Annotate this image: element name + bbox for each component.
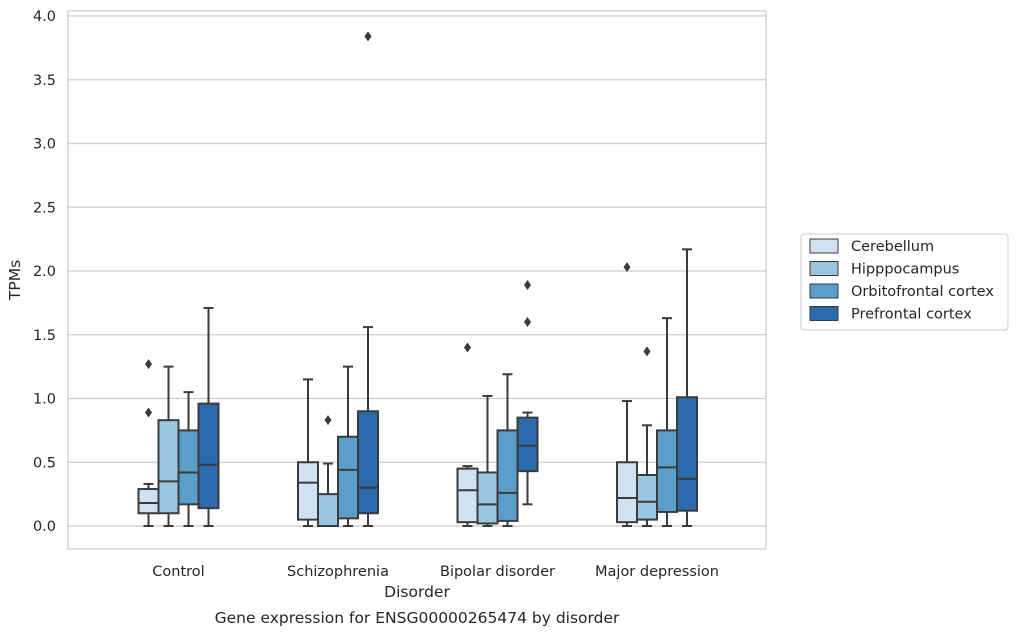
box-iqr <box>297 461 319 521</box>
box-iqr <box>337 435 359 520</box>
y-tick-label: 3.0 <box>33 137 56 153</box>
box-group <box>496 373 519 527</box>
outlier-point <box>145 407 152 418</box>
box-group <box>656 317 678 527</box>
x-tick-label: Major depression <box>595 564 719 580</box>
box-iqr <box>137 488 160 515</box>
box-iqr <box>157 419 180 515</box>
legend-swatch <box>809 306 839 321</box>
box-group <box>616 262 638 527</box>
box-group <box>197 306 220 527</box>
chart-caption: Gene expression for ENSG00000265474 by d… <box>215 609 620 627</box>
box-group <box>337 365 359 527</box>
outlier-point <box>524 280 531 291</box>
x-tick-label: Bipolar disorder <box>440 564 555 580</box>
box-group <box>636 346 658 527</box>
legend-swatch <box>809 238 839 254</box>
box-iqr <box>197 402 220 510</box>
boxes <box>137 31 698 527</box>
outlier-point <box>524 317 531 327</box>
y-tick-label: 1.0 <box>33 392 56 408</box>
box-iqr <box>496 429 519 522</box>
box-iqr <box>616 461 638 524</box>
box-iqr <box>636 474 658 521</box>
box-iqr <box>656 429 678 513</box>
outlier-point <box>324 415 332 426</box>
box-group <box>357 31 379 527</box>
box-group <box>137 359 160 527</box>
box-iqr <box>516 416 539 473</box>
box-group <box>297 378 319 527</box>
box-group <box>456 342 479 527</box>
legend-label: Cerebellum <box>851 239 934 255</box>
outlier-point <box>464 342 471 353</box>
plot-area-frame <box>67 10 767 550</box>
box-iqr <box>676 396 698 512</box>
box-group <box>516 280 539 506</box>
y-tick-label: 2.5 <box>33 200 56 216</box>
box-group <box>317 415 339 527</box>
x-tick-label: Control <box>152 564 204 580</box>
legend-swatch <box>809 283 839 299</box>
box-group <box>476 394 499 527</box>
outlier-point <box>364 31 372 42</box>
x-tick-label: Schizophrenia <box>287 564 389 580</box>
box-iqr <box>357 410 379 515</box>
box-iqr <box>317 493 339 527</box>
y-axis-label: TPMs <box>6 260 24 301</box>
y-tick-label: 0.0 <box>33 519 56 535</box>
legend-label: Hipppocampus <box>851 262 959 278</box>
box-group <box>177 391 200 527</box>
x-axis-label: Disorder <box>384 583 450 601</box>
legend-label: Orbitofrontal cortex <box>851 284 994 300</box>
legend-frame <box>800 233 1009 331</box>
y-tick-label: 3.5 <box>33 73 56 89</box>
legend-swatch <box>809 261 839 276</box>
box-iqr <box>177 429 200 506</box>
outlier-point <box>145 359 152 370</box>
box-iqr <box>476 471 499 525</box>
y-tick-label: 2.0 <box>33 264 56 280</box>
legend-label: Prefrontal cortex <box>851 307 972 323</box>
x-tick-labels: Control Schizophrenia Bipolar disorder Majo… <box>152 564 719 580</box>
outlier-point <box>643 346 651 357</box>
y-tick-label: 1.5 <box>33 328 56 344</box>
box-group <box>157 365 180 527</box>
box-iqr <box>456 467 479 524</box>
outlier-point <box>623 262 631 273</box>
box-group <box>676 248 698 527</box>
legend: Cerebellum Hipppocampus Orbitofrontal cort… <box>800 233 1009 331</box>
y-tick-labels: 0.0 0.5 1.0 1.5 2.0 2.5 3.0 3.5 4.0 <box>33 9 56 535</box>
y-tick-label: 4.0 <box>33 9 56 25</box>
y-tick-label: 0.5 <box>33 455 56 471</box>
